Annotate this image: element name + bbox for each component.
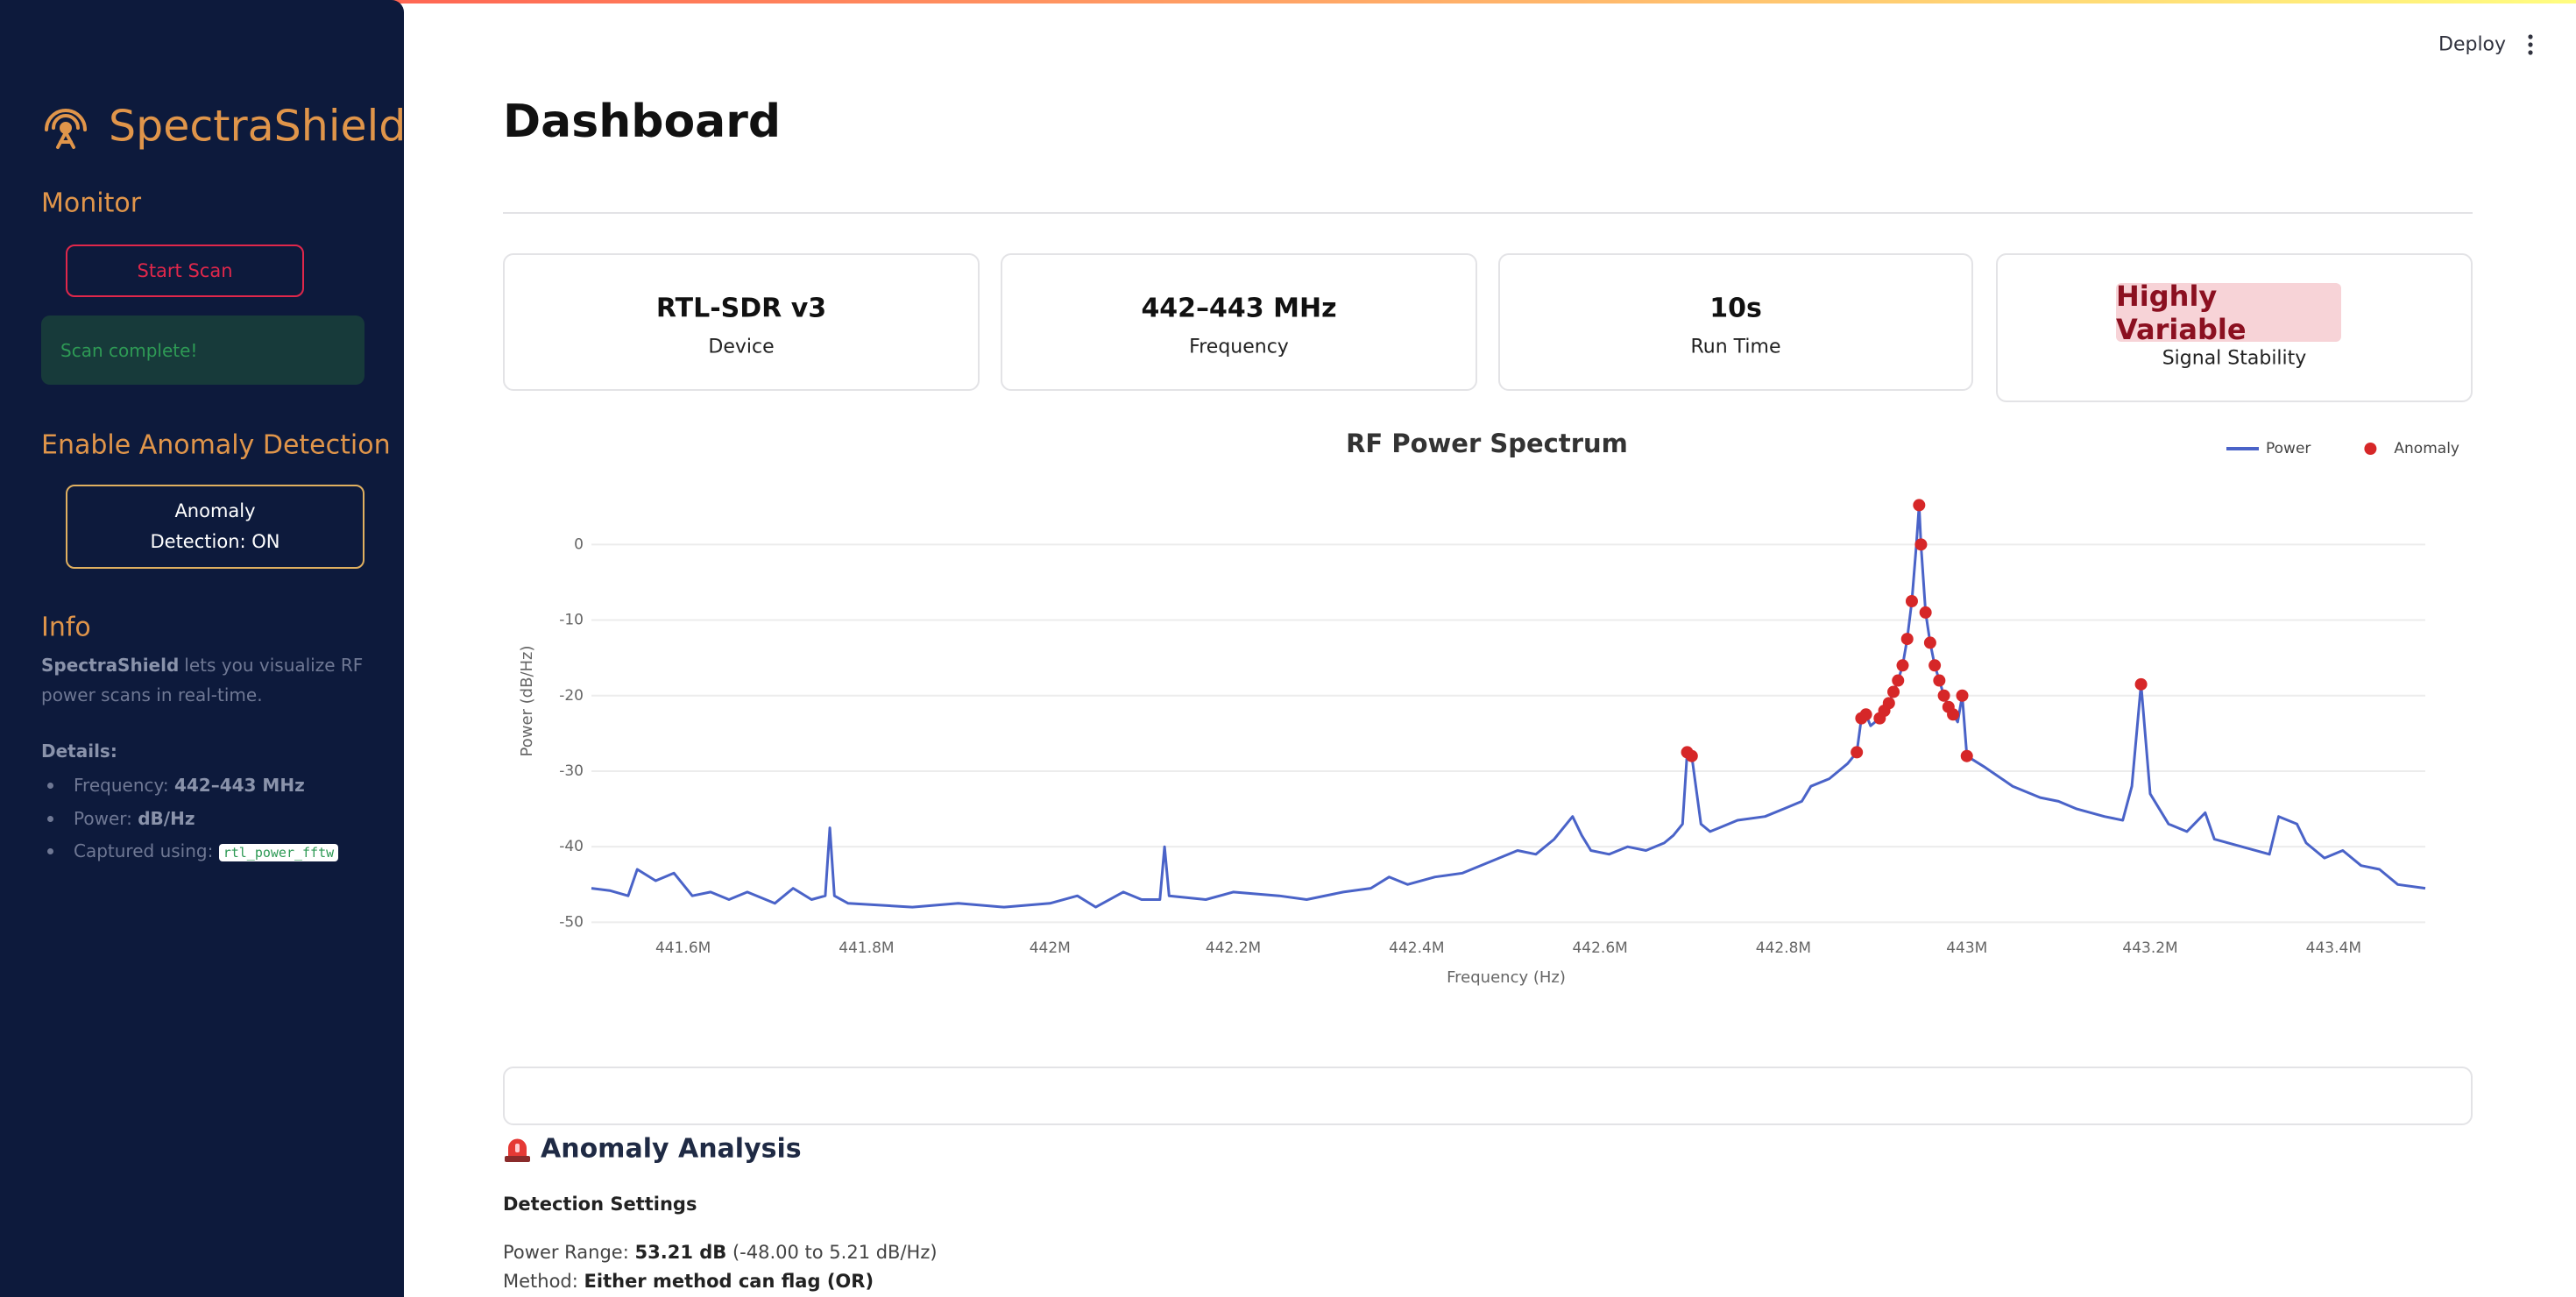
x-tick-label: 442.4M (1389, 939, 1444, 957)
y-tick-label: 0 (574, 535, 584, 553)
y-tick-label: -30 (559, 762, 584, 780)
anomaly-point (1956, 689, 1969, 702)
anomaly-point (1928, 659, 1942, 672)
y-axis-title: Power (dB/Hz) (518, 645, 536, 756)
y-tick-label: -10 (559, 612, 584, 629)
detail-value: dB/Hz (138, 808, 195, 829)
detail-value: 442–443 MHz (173, 775, 305, 796)
detail-item: Power: dB/Hz (74, 808, 195, 829)
anomaly-point (1887, 685, 1900, 698)
details-label: Details: (41, 741, 117, 762)
anomaly-point (1905, 595, 1918, 607)
detail-label: Captured using: (74, 840, 214, 861)
top-gradient-bar (0, 0, 2576, 4)
section-heading: Monitor (41, 188, 142, 219)
menu-button[interactable] (2525, 33, 2536, 56)
metric-card (1001, 253, 1477, 391)
metric-card (1498, 253, 1973, 391)
metric-value: RTL-SDR v3 (655, 293, 827, 324)
x-tick-label: 443M (1946, 939, 1987, 957)
chart-title: RF Power Spectrum (1346, 429, 1628, 458)
anomaly-point (1900, 633, 1914, 646)
method-label: Method: (503, 1271, 578, 1292)
x-tick-label: 442.2M (1206, 939, 1261, 957)
legend-label: Power (2266, 440, 2311, 457)
page-title: Dashboard (503, 96, 782, 148)
stability-badge: Highly Variable (2116, 280, 2341, 346)
chart: RF Power Spectrum -50 -40 -30 -20 -10 0 441.6M 4… (518, 429, 2459, 987)
anomaly-point (1896, 659, 1909, 672)
info-text: SpectraShield lets you visualize RF power… (41, 650, 374, 710)
anomaly-point (1851, 746, 1864, 759)
anomaly-point (2134, 677, 2148, 691)
anomaly-point (1685, 749, 1698, 762)
detail-label: Power: (74, 808, 132, 829)
section-heading: Info (41, 612, 91, 643)
y-tick-label: -20 (559, 687, 584, 705)
info-description: lets you visualize RF power scans in rea… (41, 655, 364, 705)
bullet (47, 848, 53, 854)
power-range: Power Range: 53.21 dB (-48.00 to 5.21 dB… (503, 1242, 938, 1263)
metric-label: Frequency (1189, 336, 1289, 358)
method-value: Either method can flag (OR) (584, 1271, 874, 1292)
detail-item: Captured using: rtl_power_fftw (74, 840, 339, 861)
siren-icon (505, 1138, 530, 1162)
range-label: Power Range: (503, 1242, 629, 1263)
power-line (591, 503, 2426, 909)
detail-item: Frequency: 442–443 MHz (74, 775, 305, 796)
x-axis-title: Frequency (Hz) (1447, 968, 1566, 987)
legend-swatch (2364, 443, 2377, 455)
method: Method: Either method can flag (OR) (503, 1271, 874, 1292)
x-tick-label: 442M (1030, 939, 1071, 957)
anomaly-point (1892, 674, 1905, 687)
section-heading: Enable Anomaly Detection (41, 429, 391, 461)
divider (503, 212, 2473, 214)
x-tick-label: 441.8M (839, 939, 894, 957)
anomaly-point (1882, 697, 1895, 710)
status-message: Scan complete! (41, 315, 364, 385)
legend-label: Anomaly (2394, 440, 2459, 457)
brand-name: SpectraShield (109, 101, 407, 152)
metric-card (1996, 253, 2473, 402)
brand-icon (45, 109, 87, 149)
range-detail: (-48.00 to 5.21 dB/Hz) (732, 1242, 938, 1263)
deploy-button[interactable]: Deploy (2438, 33, 2507, 56)
x-tick-label: 441.6M (655, 939, 711, 957)
anomaly-point (1859, 708, 1872, 721)
metric-label: Signal Stability (2162, 347, 2307, 370)
section-heading: Anomaly Analysis (541, 1133, 802, 1165)
anomaly-point (1914, 538, 1928, 551)
subheading: Detection Settings (503, 1194, 697, 1215)
anomaly-point (1947, 708, 1960, 721)
metric-card (503, 253, 980, 391)
metric-value: 10s (1709, 293, 1762, 324)
sidebar: SpectraShield Monitor Start Scan Scan co… (0, 0, 407, 1297)
bullet (47, 816, 53, 822)
x-tick-label: 442.6M (1572, 939, 1627, 957)
detail-code: rtl_power_fftw (218, 844, 339, 861)
metric-value: 442–443 MHz (1141, 293, 1337, 324)
x-tick-label: 442.8M (1756, 939, 1811, 957)
anomaly-point (1937, 689, 1950, 702)
detail-label: Frequency: (74, 775, 169, 796)
anomaly-point (1919, 606, 1932, 619)
x-tick-label: 443.4M (2306, 939, 2361, 957)
y-tick-label: -50 (559, 913, 584, 931)
bullet (47, 783, 53, 789)
start-scan-button[interactable]: Start Scan (66, 245, 304, 297)
anomaly-point (1913, 499, 1926, 512)
anomaly-point (1960, 749, 1973, 762)
y-tick-label: -40 (559, 838, 584, 855)
anomaly-point (1933, 674, 1946, 687)
metric-label: Device (708, 336, 775, 358)
empty-container (503, 1067, 2473, 1125)
metric-label: Run Time (1690, 336, 1781, 358)
anomaly-toggle-button[interactable]: Anomaly Detection: ON (66, 485, 364, 569)
anomaly-point (1923, 636, 1936, 649)
range-value: 53.21 dB (634, 1242, 727, 1263)
x-tick-label: 443.2M (2122, 939, 2177, 957)
info-brand: SpectraShield (41, 655, 180, 676)
